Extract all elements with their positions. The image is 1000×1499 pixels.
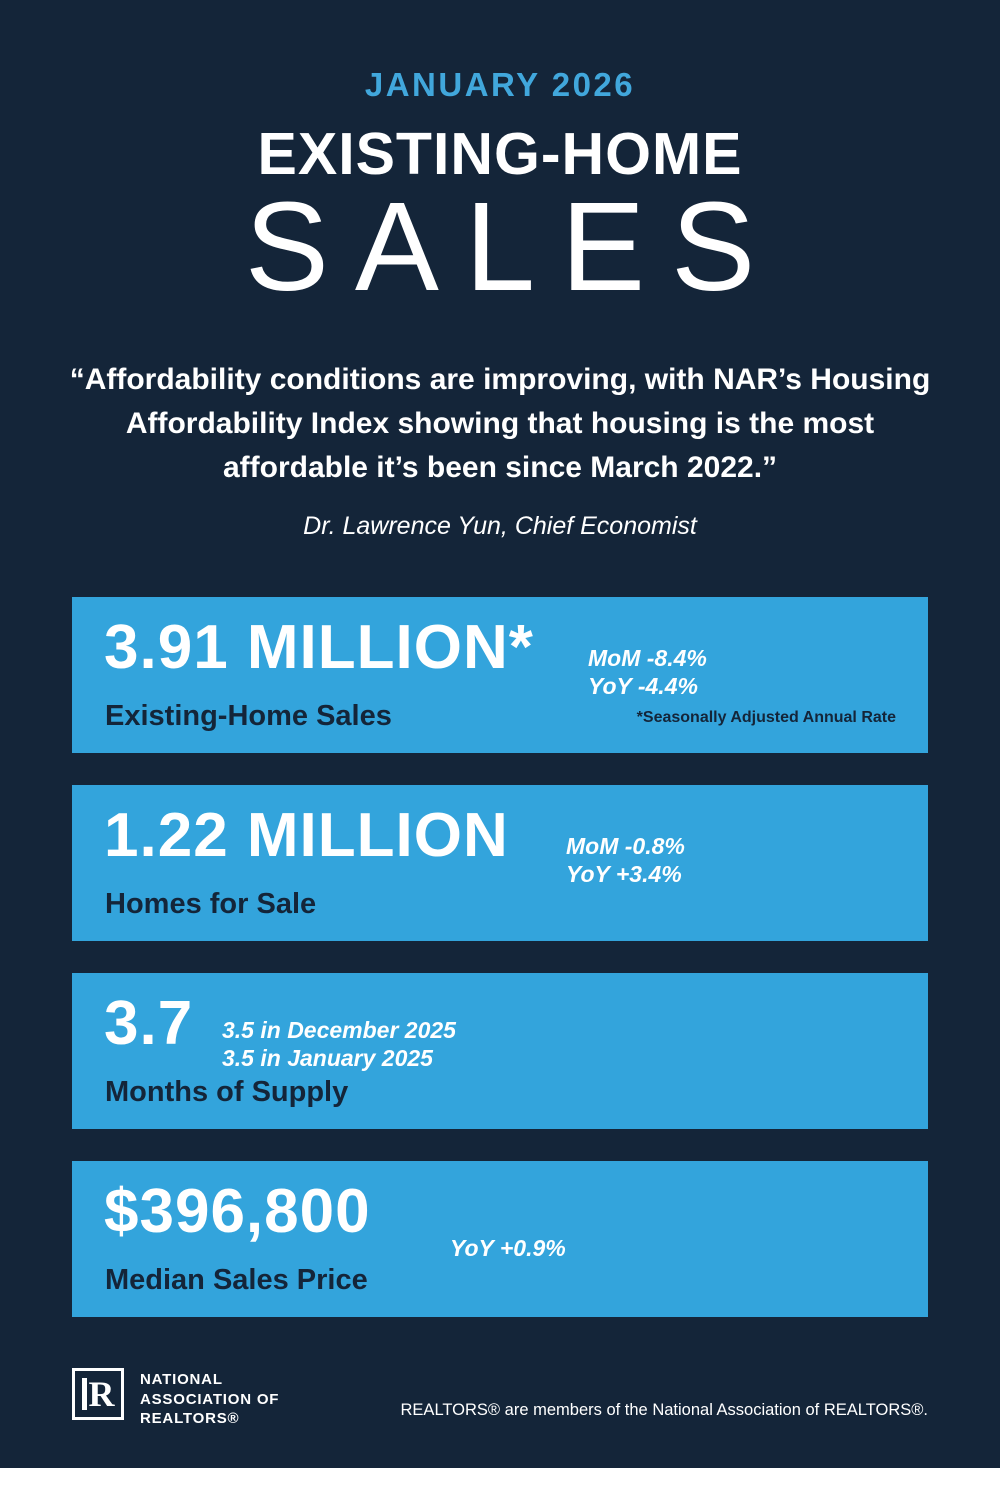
stat-yoy-change: YoY -4.4% bbox=[588, 672, 698, 699]
title-line-existing-home: EXISTING-HOME bbox=[257, 121, 743, 187]
stat-card-homes-for-sale: 1.22 MILLION MoM -0.8% YoY +3.4% Homes f… bbox=[72, 785, 928, 941]
stat-label-months-of-supply: Months of Supply bbox=[105, 1076, 349, 1108]
stat-yoy-change: YoY +0.9% bbox=[450, 1235, 566, 1261]
stat-prior-month: 3.5 in December 2025 bbox=[222, 1017, 456, 1043]
nar-logo-icon: R bbox=[72, 1368, 124, 1420]
footer: R NATIONAL ASSOCIATION OF REALTORS® REAL… bbox=[72, 1366, 928, 1428]
org-line-national: NATIONAL bbox=[140, 1371, 223, 1388]
quote-attribution: Dr. Lawrence Yun, Chief Economist bbox=[303, 512, 697, 540]
stat-yoy-change: YoY +3.4% bbox=[566, 860, 682, 887]
stat-value-months-of-supply: 3.7 bbox=[104, 989, 194, 1058]
title-line-sales: SALES bbox=[244, 176, 782, 317]
nar-logo-bar bbox=[81, 1378, 87, 1410]
stat-value-median-sales-price: $396,800 bbox=[104, 1177, 371, 1246]
bottom-margin bbox=[0, 1468, 1000, 1499]
stat-mom-change: MoM -8.4% bbox=[588, 645, 707, 671]
stat-label-homes-for-sale: Homes for Sale bbox=[105, 888, 317, 920]
org-line-realtors: REALTORS® bbox=[140, 1410, 240, 1427]
report-date: JANUARY 2026 bbox=[364, 66, 636, 103]
stat-card-existing-home-sales: 3.91 MILLION* MoM -8.4% YoY -4.4% Existi… bbox=[72, 597, 928, 753]
realtors-disclaimer: REALTORS® are members of the National As… bbox=[400, 1401, 928, 1419]
stat-changes-median-sales-price: YoY +0.9% bbox=[450, 1235, 566, 1263]
stat-footnote-saar: *Seasonally Adjusted Annual Rate bbox=[636, 709, 896, 726]
economist-quote: “Affordability conditions are improving,… bbox=[69, 363, 931, 485]
stat-value-homes-for-sale: 1.22 MILLION bbox=[104, 801, 509, 870]
org-line-association: ASSOCIATION OF bbox=[140, 1390, 280, 1408]
stat-history-months-of-supply: 3.5 in December 2025 3.5 in January 2025 bbox=[222, 1017, 456, 1072]
stat-prior-year: 3.5 in January 2025 bbox=[222, 1044, 433, 1071]
stat-value-existing-home-sales: 3.91 MILLION* bbox=[104, 613, 534, 682]
stat-card-months-of-supply: 3.7 3.5 in December 2025 3.5 in January … bbox=[72, 973, 928, 1129]
stat-label-existing-home-sales: Existing-Home Sales bbox=[105, 700, 392, 732]
stat-label-median-sales-price: Median Sales Price bbox=[105, 1264, 368, 1296]
stat-changes-existing-home-sales: MoM -8.4% YoY -4.4% bbox=[588, 645, 707, 700]
stat-mom-change: MoM -0.8% bbox=[566, 833, 685, 859]
nar-org-name: NATIONAL ASSOCIATION OF REALTORS® bbox=[140, 1370, 279, 1429]
stat-card-median-sales-price: $396,800 YoY +0.9% Median Sales Price bbox=[72, 1161, 928, 1317]
stat-changes-homes-for-sale: MoM -0.8% YoY +3.4% bbox=[566, 833, 685, 888]
nar-logo-letter: R bbox=[88, 1374, 115, 1414]
